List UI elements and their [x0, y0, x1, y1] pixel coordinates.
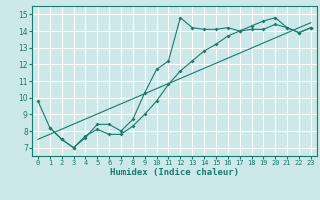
X-axis label: Humidex (Indice chaleur): Humidex (Indice chaleur)	[110, 168, 239, 177]
